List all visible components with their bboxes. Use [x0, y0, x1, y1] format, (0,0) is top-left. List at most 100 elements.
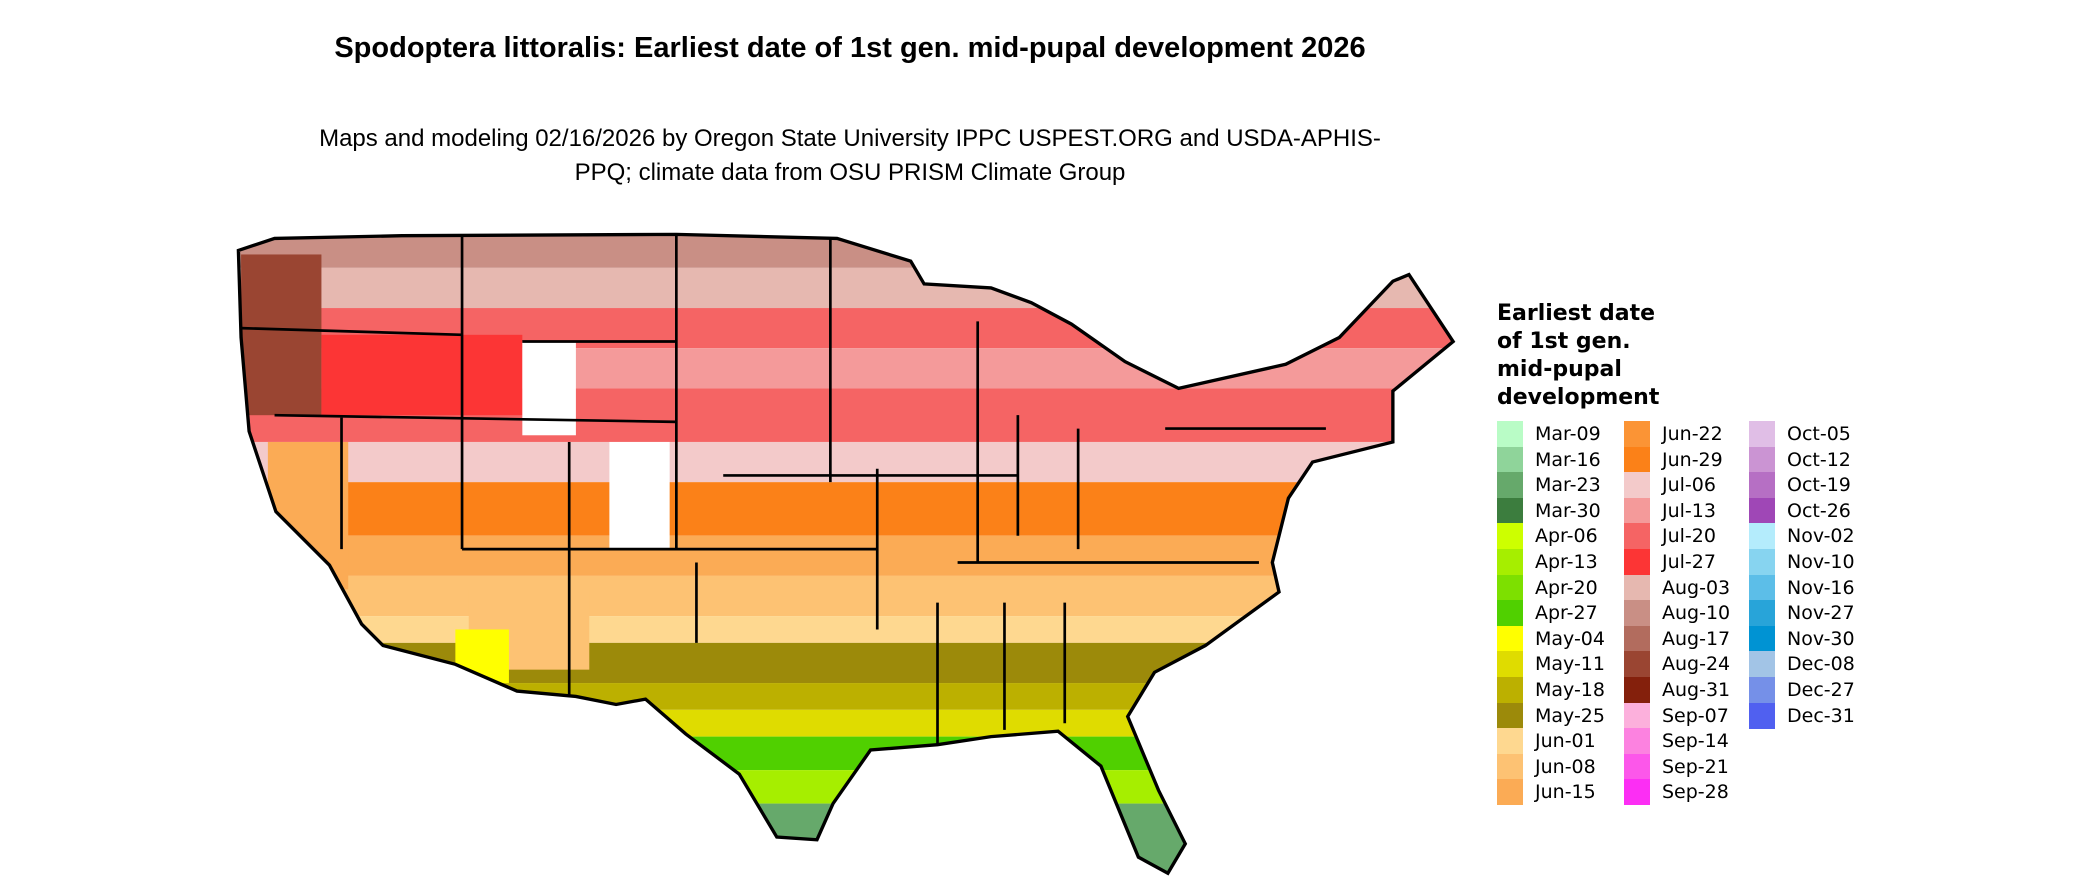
legend-swatch [1497, 421, 1523, 447]
legend-label: Mar-09 [1535, 423, 1601, 445]
legend-swatch [1624, 446, 1650, 473]
legend-item: Jun-22 [1624, 421, 1723, 447]
legend-swatch [1497, 625, 1523, 652]
legend-swatch [1624, 574, 1650, 601]
legend-label: Aug-17 [1662, 627, 1731, 650]
legend-item: Jun-08 [1497, 753, 1596, 780]
legend-label: Aug-24 [1662, 653, 1731, 676]
legend-swatch [1624, 651, 1650, 678]
legend-item: Nov-10 [1749, 549, 1855, 575]
legend-label: Apr-13 [1535, 551, 1598, 573]
legend-label: Jul-20 [1662, 525, 1716, 548]
legend-label: Mar-16 [1535, 448, 1601, 471]
legend-label: Oct-19 [1787, 474, 1851, 497]
legend-label: Oct-05 [1787, 423, 1851, 445]
legend-label: Dec-31 [1787, 704, 1855, 727]
legend-item: Apr-06 [1497, 523, 1598, 550]
legend-label: Nov-10 [1787, 551, 1855, 573]
legend-label: Sep-21 [1662, 755, 1729, 778]
raster-band [238, 616, 1454, 643]
legend-item: Apr-20 [1497, 574, 1598, 601]
raster-band [238, 267, 1454, 309]
legend-item: Nov-27 [1749, 600, 1855, 627]
legend-swatch [1497, 753, 1523, 780]
legend-label: Jul-13 [1662, 499, 1716, 522]
raster-band [238, 482, 1454, 536]
legend-item: Aug-10 [1624, 600, 1731, 627]
legend-swatch [1624, 753, 1650, 780]
legend-item: Mar-09 [1497, 421, 1601, 447]
legend-label: Oct-26 [1787, 499, 1851, 522]
legend-swatch [1497, 472, 1523, 499]
state-borders [241, 234, 1326, 751]
legend-item: Mar-30 [1497, 497, 1601, 524]
legend-swatch [1624, 779, 1650, 806]
legend-item: Dec-08 [1749, 651, 1855, 678]
raster-band [238, 683, 1454, 710]
legend-swatch [1749, 600, 1775, 627]
legend-title-text: Earliest date of 1st gen. mid-pupal deve… [1497, 301, 1660, 410]
legend-label: Nov-27 [1787, 602, 1855, 625]
legend-swatch [1624, 497, 1650, 524]
legend-item: Jun-15 [1497, 779, 1596, 806]
legend-item: Nov-16 [1749, 574, 1855, 601]
legend-swatch [1749, 702, 1775, 729]
legend-swatch [1624, 549, 1650, 575]
legend-item: Oct-19 [1749, 472, 1851, 499]
legend-label: Nov-02 [1787, 525, 1855, 548]
legend-swatch [1749, 574, 1775, 601]
legend-item: Jun-29 [1624, 446, 1723, 473]
legend-label: Mar-23 [1535, 474, 1601, 497]
legend-swatch [1749, 677, 1775, 703]
legend-swatch [1624, 702, 1650, 729]
legend-label: Apr-20 [1535, 576, 1598, 599]
legend-label: Dec-08 [1787, 653, 1855, 676]
legend-label: Nov-30 [1787, 627, 1855, 650]
legend-swatch [1497, 728, 1523, 755]
legend-label: Jun-01 [1535, 730, 1596, 753]
legend-label: May-25 [1535, 704, 1605, 727]
legend-item: Jul-13 [1624, 497, 1716, 524]
legend-item: Jul-06 [1624, 472, 1716, 499]
legend-swatch [1497, 702, 1523, 729]
legend-item: Jul-27 [1624, 549, 1716, 575]
legend-label: Aug-31 [1662, 679, 1731, 701]
legend-swatch [1624, 625, 1650, 652]
legend-swatch [1497, 677, 1523, 703]
legend-item: Aug-03 [1624, 574, 1730, 601]
raster-band [238, 803, 1454, 874]
legend-label: Jun-22 [1662, 423, 1723, 445]
raster-band [238, 575, 1454, 617]
legend-label: Apr-27 [1535, 602, 1598, 625]
legend-swatch [1497, 549, 1523, 575]
legend-swatch [1749, 472, 1775, 499]
legend-swatch [1749, 625, 1775, 652]
legend-item: Nov-30 [1749, 625, 1855, 652]
legend-item: May-18 [1497, 677, 1605, 703]
legend-item: Oct-05 [1749, 421, 1851, 447]
legend-swatch [1624, 677, 1650, 703]
legend-label: Jul-06 [1662, 474, 1716, 497]
legend-swatch [1624, 523, 1650, 550]
raster-band [238, 234, 1454, 268]
raster-band [238, 736, 1454, 771]
legend-item: Sep-21 [1624, 753, 1729, 780]
legend-item: Aug-31 [1624, 677, 1730, 703]
legend-item: Sep-14 [1624, 728, 1729, 755]
legend-swatch [1749, 497, 1775, 524]
map-title: Spodoptera littoralis: Earliest date of … [334, 32, 1366, 64]
legend-item: Mar-23 [1497, 472, 1601, 499]
development-date-raster [238, 234, 1454, 874]
raster-band [238, 770, 1454, 804]
map-subtitle: Maps and modeling 02/16/2026 by Oregon S… [319, 125, 1381, 186]
legend-swatch [1749, 651, 1775, 678]
legend-swatch [1749, 523, 1775, 550]
legend-swatch [1497, 651, 1523, 678]
legend-item: Apr-27 [1497, 600, 1598, 627]
legend-label: Mar-30 [1535, 499, 1601, 522]
legend-label: Aug-10 [1662, 602, 1731, 625]
legend-item: Jul-20 [1624, 523, 1716, 550]
legend-swatch [1624, 472, 1650, 499]
legend-item: Sep-07 [1624, 702, 1729, 729]
legend-label: Jun-08 [1535, 755, 1596, 778]
